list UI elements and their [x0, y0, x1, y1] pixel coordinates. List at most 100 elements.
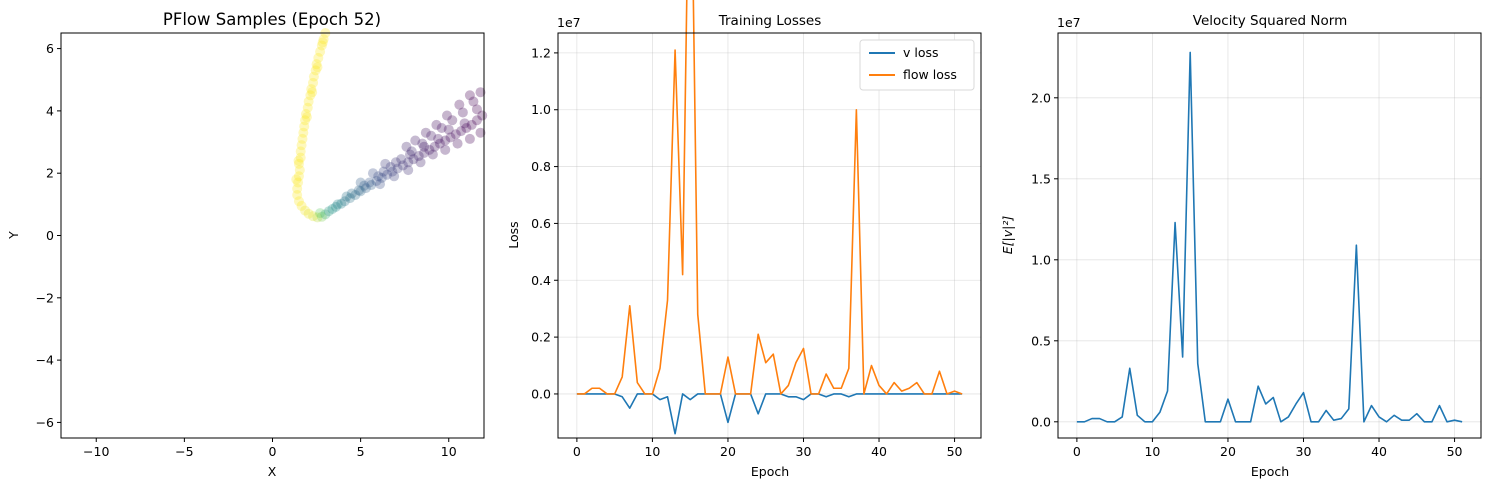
scatter-point [457, 107, 468, 118]
scatter-point [299, 121, 310, 132]
scatter-point [410, 135, 421, 146]
x-tick-label: −10 [83, 444, 109, 459]
scatter-point [355, 186, 366, 197]
scatter-point [431, 119, 442, 130]
scatter-point [327, 204, 338, 215]
scatter-point [359, 180, 370, 191]
x-tick-label: 50 [1447, 444, 1463, 459]
x-tick-label: 0 [269, 444, 277, 459]
scatter-axes-frame [60, 32, 485, 439]
scatter-point [434, 138, 445, 149]
scatter-point [468, 96, 479, 107]
scatter-point [315, 208, 326, 219]
scatter-point [403, 165, 414, 176]
scatter-point [346, 188, 357, 199]
y-tick-label: 2.0 [1031, 90, 1051, 105]
scatter-point [364, 177, 375, 188]
scatter-point [308, 77, 319, 88]
scatter-point [385, 161, 396, 172]
scatter-point [456, 126, 467, 137]
scatter-point [415, 157, 426, 168]
losses-panel: Training Losses 1e7 0 10 20 30 40 50 0.0 0.2 0.4… [506, 0, 982, 479]
y-tick-label: 0.6 [531, 216, 551, 231]
scatter-point [373, 171, 384, 182]
y-tick-label: −6 [36, 415, 54, 430]
scatter-title: PFlow Samples (Epoch 52) [163, 10, 381, 29]
velocity-x-axis-label: Epoch [1251, 464, 1289, 479]
scatter-point [330, 201, 341, 212]
y-tick-label: 4 [46, 103, 54, 118]
scatter-point [441, 110, 452, 121]
losses-ticks: 0 10 20 30 40 50 0.0 0.2 0.4 0.6 0.8 1.0 1.2 [531, 45, 962, 459]
scatter-point [300, 205, 311, 216]
scatter-point [390, 157, 401, 168]
scatter-point [464, 133, 475, 144]
velocity-ticks: 0 10 20 30 40 50 0.0 0.5 1.0 1.5 2.0 [1031, 90, 1462, 459]
scatter-point [303, 208, 314, 219]
x-tick-label: 40 [1371, 444, 1387, 459]
scatter-point [300, 115, 311, 126]
x-tick-label: 20 [720, 444, 736, 459]
scatter-point [426, 130, 437, 141]
scatter-point [293, 196, 304, 207]
scatter-point [302, 102, 313, 113]
losses-title: Training Losses [718, 13, 822, 29]
x-tick-label: 40 [871, 444, 887, 459]
scatter-point [294, 165, 305, 176]
scatter-y-axis-label: Y [6, 231, 21, 240]
scatter-point [316, 40, 327, 51]
velocity-line [1076, 51, 1463, 423]
scatter-point [300, 109, 311, 119]
y-tick-label: −4 [36, 353, 54, 368]
scatter-ticks: −10 −5 0 5 10 −6 −4 −2 0 2 4 6 [36, 41, 457, 459]
scatter-point [296, 200, 307, 211]
velocity-grid [1058, 33, 1481, 438]
x-tick-label: 30 [1296, 444, 1312, 459]
series-line-v-loss [576, 393, 963, 435]
x-tick-label: −5 [175, 444, 193, 459]
scatter-point [419, 141, 430, 152]
scatter-point [424, 144, 435, 155]
scatter-panel: PFlow Samples (Epoch 52) −10 −5 0 5 10 −6 −4 −2… [6, 10, 488, 479]
scatter-point [312, 62, 323, 73]
losses-y-offset-label: 1e7 [557, 15, 581, 30]
scatter-point [408, 154, 419, 165]
scatter-point [443, 124, 454, 135]
scatter-point [293, 177, 304, 188]
scatter-point [332, 199, 343, 210]
velocity-y-offset-label: 1e7 [1057, 15, 1081, 30]
y-tick-label: 0.8 [531, 159, 551, 174]
x-tick-label: 5 [357, 444, 365, 459]
scatter-point [306, 84, 317, 95]
scatter-point [305, 90, 316, 101]
scatter-point [450, 129, 461, 140]
x-tick-label: 20 [1220, 444, 1236, 459]
scatter-point [345, 193, 356, 204]
scatter-point [440, 144, 451, 155]
legend-label-flow-loss: flow loss [903, 67, 957, 82]
scatter-point [376, 172, 387, 183]
scatter-point [378, 166, 389, 177]
scatter-point [350, 190, 361, 200]
losses-lines [576, 0, 963, 435]
scatter-point [419, 147, 430, 158]
series-line-velocity-norm [1076, 51, 1463, 423]
losses-axes-frame [557, 32, 982, 439]
scatter-point [293, 171, 304, 182]
scatter-point [308, 211, 319, 222]
scatter-point [298, 127, 309, 138]
scatter-point [323, 206, 334, 217]
losses-legend: v loss flow loss [859, 39, 975, 91]
scatter-point [389, 171, 400, 182]
scatter-point [296, 140, 307, 151]
scatter-point [317, 37, 328, 48]
scatter-point [320, 209, 331, 220]
scatter-point [440, 135, 451, 146]
scatter-points [291, 28, 488, 223]
scatter-point [452, 138, 463, 149]
scatter-point [295, 152, 306, 163]
scatter-point [353, 185, 364, 196]
scatter-point [404, 149, 415, 160]
y-tick-label: 1.5 [1031, 171, 1051, 186]
